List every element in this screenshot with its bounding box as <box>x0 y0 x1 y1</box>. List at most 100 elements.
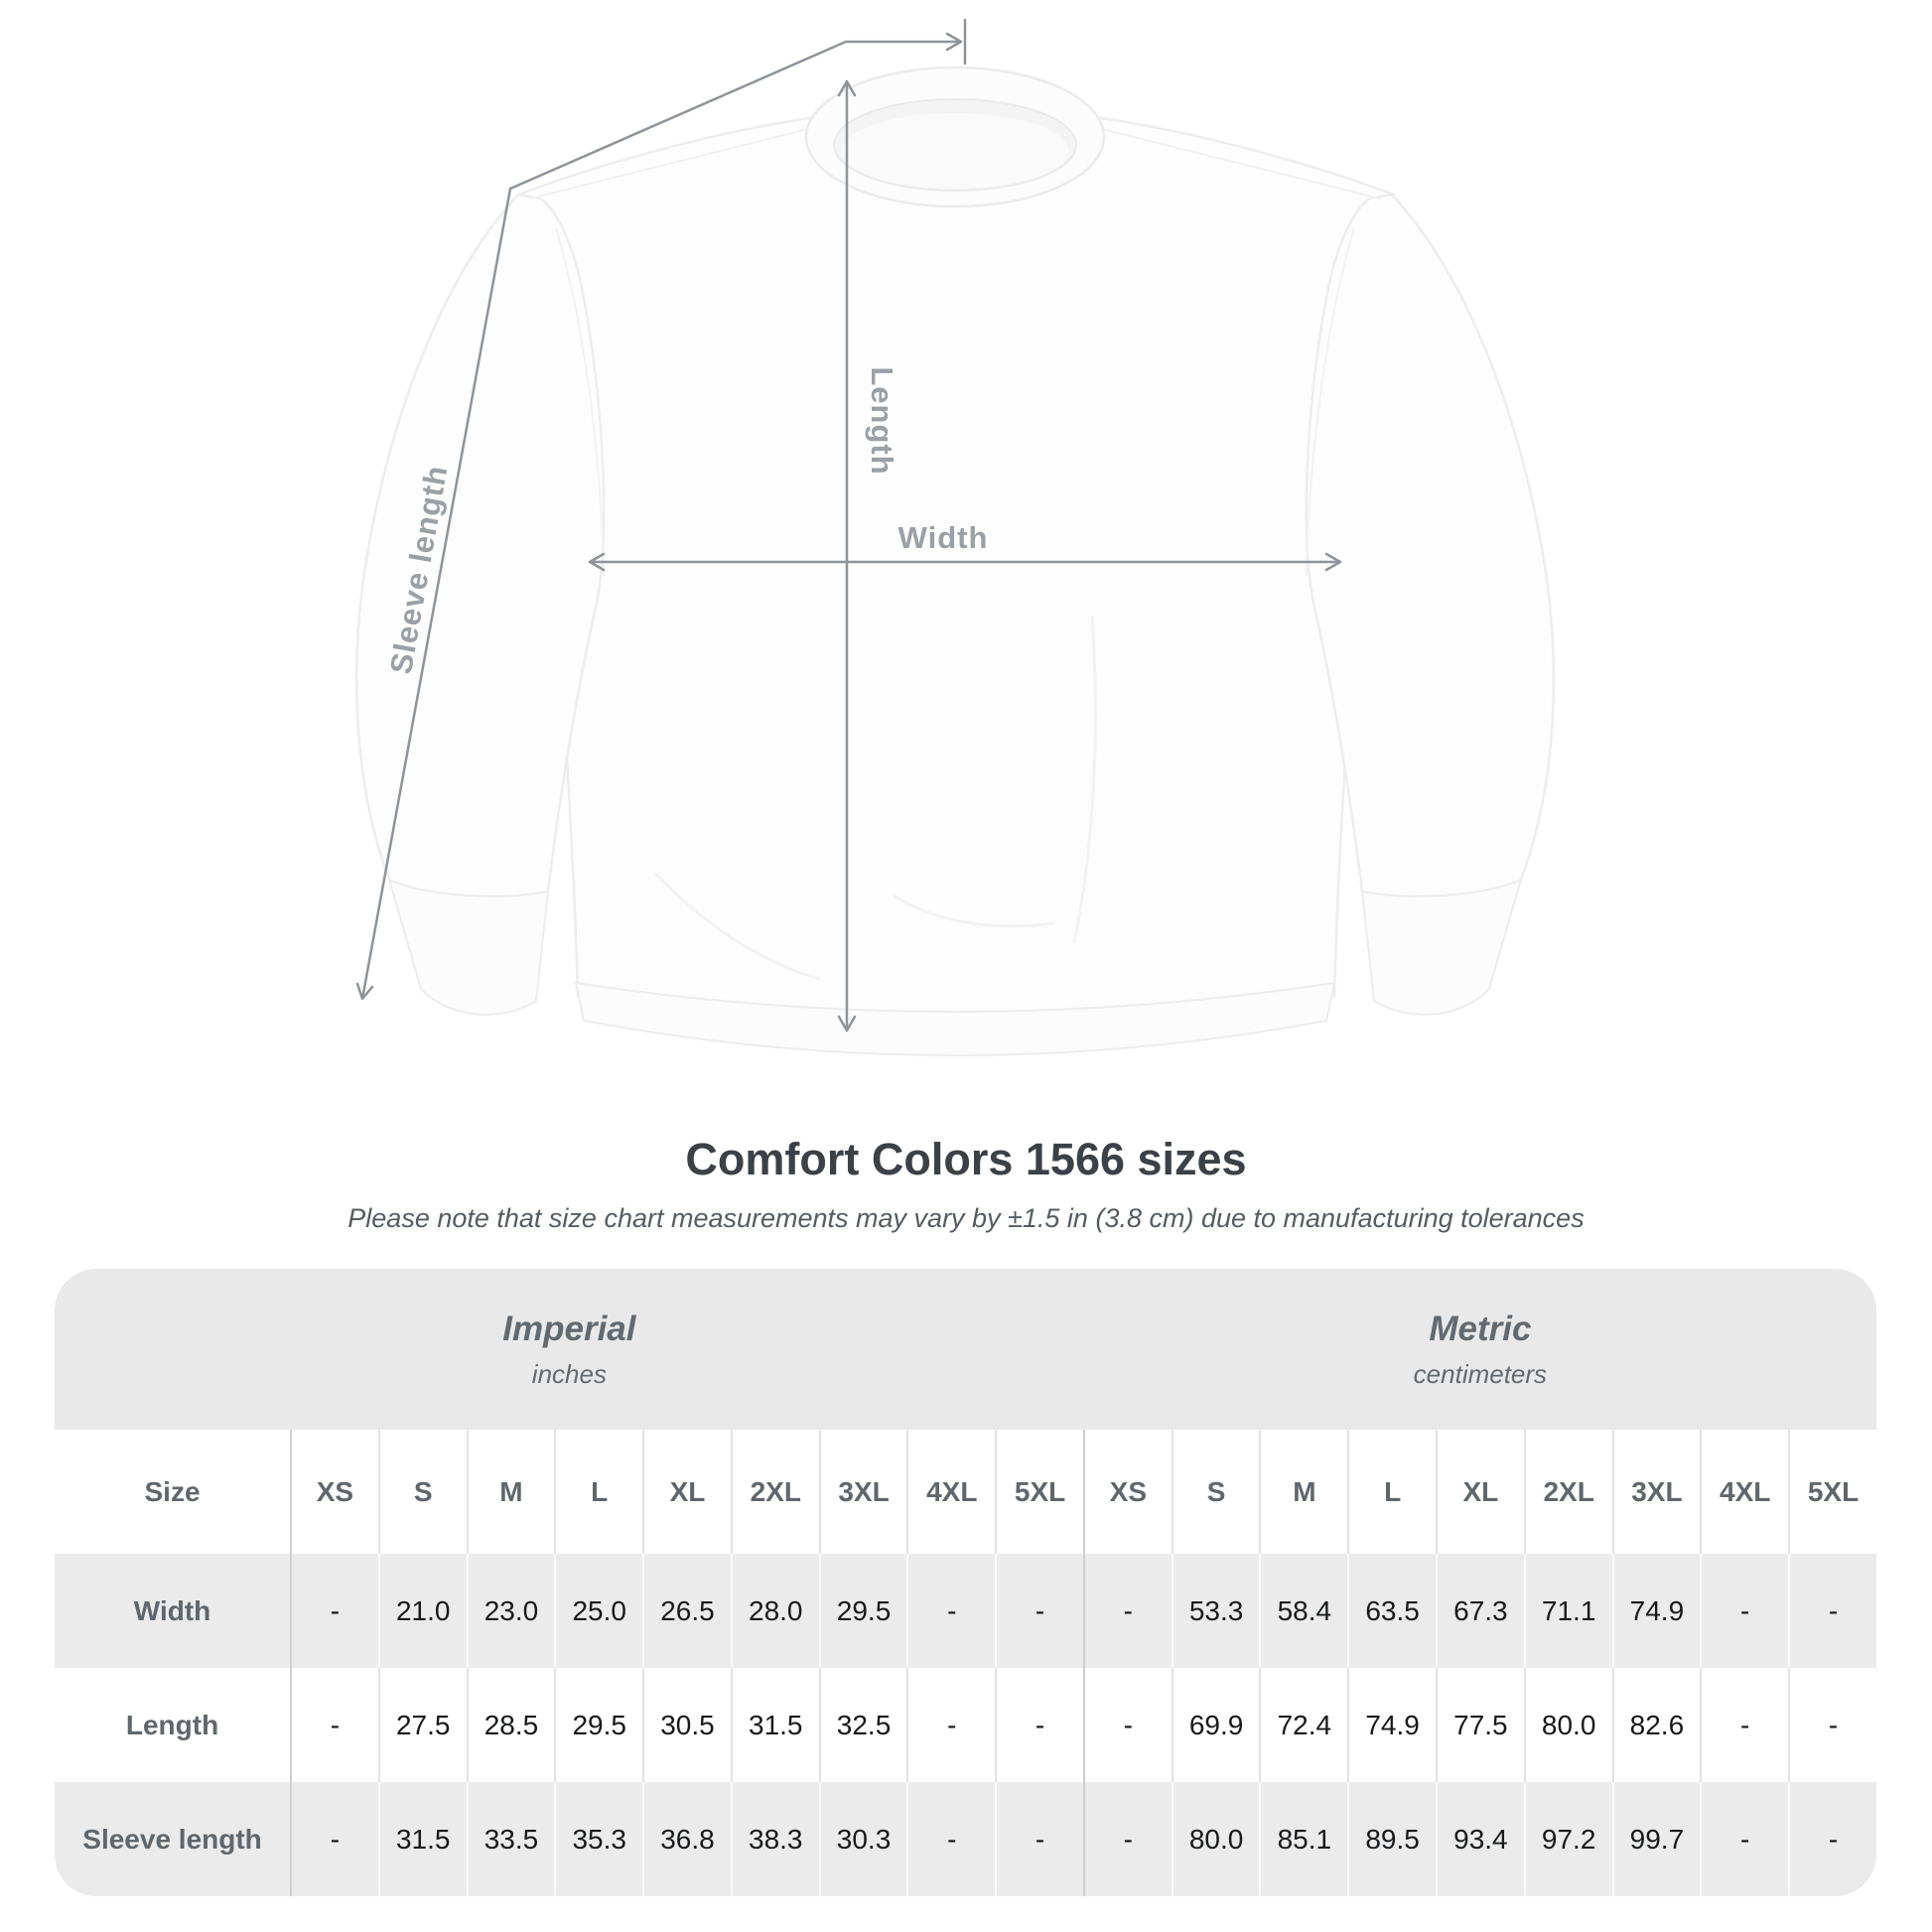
value-cell: 71.1 <box>1523 1554 1612 1668</box>
value-cell: 30.5 <box>642 1668 731 1782</box>
column-header: XL <box>642 1430 731 1554</box>
value-cell: - <box>290 1554 378 1668</box>
value-cell: 27.5 <box>377 1668 467 1782</box>
column-header: 4XL <box>906 1430 996 1554</box>
value-cell: 97.2 <box>1523 1782 1612 1896</box>
value-cell: - <box>906 1554 996 1668</box>
unit-imperial-unit: inches <box>531 1358 607 1389</box>
value-cell: 99.7 <box>1611 1782 1701 1896</box>
table-row-sleeve-length: Sleeve length - 31.5 33.5 35.3 36.8 38.3… <box>55 1782 1876 1896</box>
column-header: S <box>1171 1430 1260 1554</box>
value-cell: - <box>1082 1782 1172 1896</box>
value-cell: 28.0 <box>730 1554 819 1668</box>
table-row-width: Width - 21.0 23.0 25.0 26.5 28.0 29.5 - … <box>55 1554 1876 1668</box>
value-cell: - <box>290 1782 378 1896</box>
unit-metric-name: Metric <box>1429 1309 1532 1348</box>
column-header: 2XL <box>730 1430 819 1554</box>
value-cell: 35.3 <box>554 1782 643 1896</box>
column-header: XS <box>1082 1430 1172 1554</box>
length-label: Length <box>865 366 899 475</box>
length-arrow <box>837 79 857 1033</box>
value-cell: 80.0 <box>1523 1668 1612 1782</box>
units-band: Imperial inches Metric centimeters <box>55 1269 1876 1430</box>
value-cell: - <box>995 1554 1083 1668</box>
value-cell: 28.5 <box>466 1668 555 1782</box>
value-cell: 89.5 <box>1347 1782 1436 1896</box>
value-cell: - <box>1788 1554 1876 1668</box>
column-header: XL <box>1436 1430 1524 1554</box>
value-cell: - <box>1788 1668 1876 1782</box>
value-cell: 25.0 <box>554 1554 643 1668</box>
value-cell: - <box>1700 1554 1789 1668</box>
unit-metric: Metric centimeters <box>1084 1269 1876 1430</box>
width-label: Width <box>898 520 989 555</box>
value-cell: 30.3 <box>818 1782 907 1896</box>
value-cell: - <box>906 1668 996 1782</box>
unit-imperial-name: Imperial <box>502 1309 636 1348</box>
value-cell: 77.5 <box>1436 1668 1524 1782</box>
value-cell: - <box>1700 1782 1789 1896</box>
value-cell: - <box>1082 1554 1172 1668</box>
value-cell: 31.5 <box>377 1782 467 1896</box>
table-row-length: Length - 27.5 28.5 29.5 30.5 31.5 32.5 -… <box>55 1668 1876 1782</box>
value-cell: - <box>1788 1782 1876 1896</box>
value-cell: 36.8 <box>642 1782 731 1896</box>
column-header: L <box>1347 1430 1436 1554</box>
value-cell: - <box>1700 1668 1789 1782</box>
value-cell: 69.9 <box>1171 1668 1260 1782</box>
value-cell: 74.9 <box>1611 1554 1701 1668</box>
sleeve-length-arrow <box>355 18 967 1001</box>
column-header: 3XL <box>818 1430 907 1554</box>
unit-metric-unit: centimeters <box>1413 1358 1548 1389</box>
value-cell: 29.5 <box>554 1668 643 1782</box>
value-cell: 29.5 <box>818 1554 907 1668</box>
row-label: Length <box>55 1668 291 1782</box>
size-table-section: Imperial inches Metric centimeters Size … <box>55 1269 1876 1896</box>
value-cell: - <box>1082 1668 1172 1782</box>
row-label: Width <box>55 1554 291 1668</box>
value-cell: 33.5 <box>466 1782 555 1896</box>
table-header-row: Size XS S M L XL 2XL 3XL 4XL 5XL XS S M … <box>55 1430 1876 1554</box>
column-header: 5XL <box>995 1430 1083 1554</box>
value-cell: 53.3 <box>1171 1554 1260 1668</box>
value-cell: 80.0 <box>1171 1782 1260 1896</box>
value-cell: 38.3 <box>730 1782 819 1896</box>
width-arrow <box>588 552 1342 572</box>
value-cell: 82.6 <box>1611 1668 1701 1782</box>
value-cell: 21.0 <box>377 1554 467 1668</box>
column-header: L <box>554 1430 643 1554</box>
value-cell: 26.5 <box>642 1554 731 1668</box>
sweatshirt-diagram: Length Width Sleeve length <box>354 18 1556 1056</box>
tolerance-note: Please note that size chart measurements… <box>347 1203 1585 1233</box>
value-cell: - <box>290 1668 378 1782</box>
size-table: Size XS S M L XL 2XL 3XL 4XL 5XL XS S M … <box>55 1430 1876 1896</box>
page-title: Comfort Colors 1566 sizes <box>685 1134 1247 1184</box>
column-header: M <box>1259 1430 1348 1554</box>
value-cell: - <box>906 1782 996 1896</box>
column-header: 3XL <box>1611 1430 1701 1554</box>
sweatshirt-illustration <box>354 66 1556 1056</box>
value-cell: 67.3 <box>1436 1554 1524 1668</box>
value-cell: - <box>995 1782 1083 1896</box>
value-cell: 31.5 <box>730 1668 819 1782</box>
value-cell: 93.4 <box>1436 1782 1524 1896</box>
unit-imperial: Imperial inches <box>55 1269 1084 1430</box>
value-cell: 72.4 <box>1259 1668 1348 1782</box>
column-header: XS <box>290 1430 378 1554</box>
column-header: M <box>466 1430 555 1554</box>
column-header: 2XL <box>1523 1430 1612 1554</box>
value-cell: 23.0 <box>466 1554 555 1668</box>
value-cell: 32.5 <box>818 1668 907 1782</box>
column-header: S <box>377 1430 467 1554</box>
measurement-lines <box>355 18 1342 1033</box>
value-cell: - <box>995 1668 1083 1782</box>
column-header-size: Size <box>55 1430 291 1554</box>
value-cell: 63.5 <box>1347 1554 1436 1668</box>
row-label: Sleeve length <box>55 1782 291 1896</box>
value-cell: 74.9 <box>1347 1668 1436 1782</box>
value-cell: 85.1 <box>1259 1782 1348 1896</box>
value-cell: 58.4 <box>1259 1554 1348 1668</box>
column-header: 5XL <box>1788 1430 1876 1554</box>
column-header: 4XL <box>1700 1430 1789 1554</box>
